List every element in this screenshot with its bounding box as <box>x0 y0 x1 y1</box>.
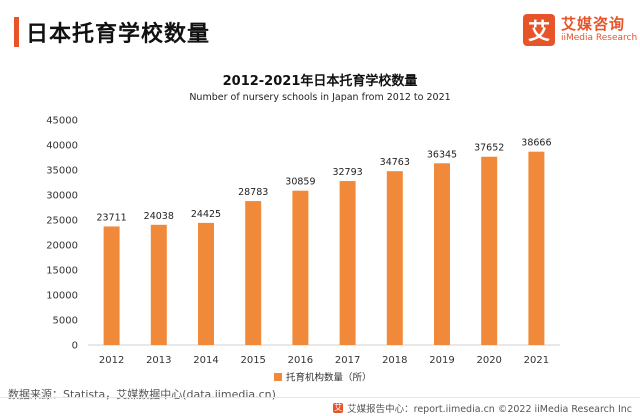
legend-label: 托育机构数量（所） <box>286 372 372 384</box>
y-tick-label: 5000 <box>53 316 78 327</box>
x-tick-label: 2020 <box>476 355 501 366</box>
data-label: 38666 <box>521 138 551 149</box>
data-label: 24038 <box>144 211 174 222</box>
bar <box>245 201 262 345</box>
bar <box>292 190 309 345</box>
y-tick-label: 20000 <box>46 241 78 252</box>
y-tick-label: 45000 <box>46 116 78 127</box>
x-tick-label: 2019 <box>429 355 454 366</box>
bar <box>198 222 214 345</box>
bar <box>103 226 120 345</box>
y-tick-label: 35000 <box>46 166 78 177</box>
logo-chinese-name: 艾媒咨询 <box>561 15 626 33</box>
x-tick-label: 2013 <box>146 355 171 366</box>
y-tick-label: 30000 <box>46 191 78 202</box>
logo-english-name: iiMedia Research <box>561 33 638 43</box>
data-source: 数据来源：Statista，艾媒数据中心(data.iimedia.cn) <box>8 388 276 401</box>
x-tick-label: 2014 <box>193 355 218 366</box>
x-tick-label: 2021 <box>524 355 549 366</box>
data-label: 30859 <box>285 177 315 188</box>
x-tick-label: 2012 <box>99 355 124 366</box>
legend-swatch <box>274 373 282 381</box>
x-tick-label: 2015 <box>240 355 265 366</box>
data-label: 37652 <box>474 143 504 154</box>
data-label: 32793 <box>332 167 362 178</box>
bar <box>481 156 498 345</box>
y-tick-label: 40000 <box>46 141 78 152</box>
data-label: 34763 <box>380 157 410 168</box>
bar-chart: 0 5000 10000 15000 20000 25000 30000 35000 40000… <box>46 116 560 384</box>
bar <box>339 181 356 345</box>
bar <box>150 224 167 345</box>
data-label: 23711 <box>96 212 126 223</box>
bar <box>434 163 450 345</box>
title-accent-bar <box>14 17 19 47</box>
y-tick-label: 0 <box>72 341 78 352</box>
y-tick-label: 25000 <box>46 216 78 227</box>
footer-logo-icon: 艾 <box>333 403 344 413</box>
footer-divider <box>0 397 640 398</box>
iimedia-logo: 艾 艾媒咨询 iiMedia Research <box>523 14 637 50</box>
chart-subtitle: Number of nursery schools in Japan from … <box>189 92 451 103</box>
y-tick-label: 15000 <box>46 266 78 277</box>
footer-text: 艾媒报告中心：report.iimedia.cn ©2022 iiMedia R… <box>347 404 632 415</box>
x-tick-label: 2018 <box>382 355 407 366</box>
y-tick-label: 10000 <box>46 291 78 302</box>
bar <box>386 171 403 345</box>
logo-mark: 艾 <box>523 14 555 46</box>
data-label: 36345 <box>427 149 457 160</box>
x-tick-label: 2017 <box>335 355 360 366</box>
footer: 艾 艾媒报告中心：report.iimedia.cn ©2022 iiMedia… <box>333 401 632 415</box>
data-label: 24425 <box>191 209 221 220</box>
chart-title: 2012-2021年日本托育学校数量 <box>222 74 418 89</box>
bar <box>528 151 545 345</box>
page-title: 日本托育学校数量 <box>26 22 211 47</box>
x-tick-label: 2016 <box>288 355 313 366</box>
data-label: 28783 <box>238 187 268 198</box>
